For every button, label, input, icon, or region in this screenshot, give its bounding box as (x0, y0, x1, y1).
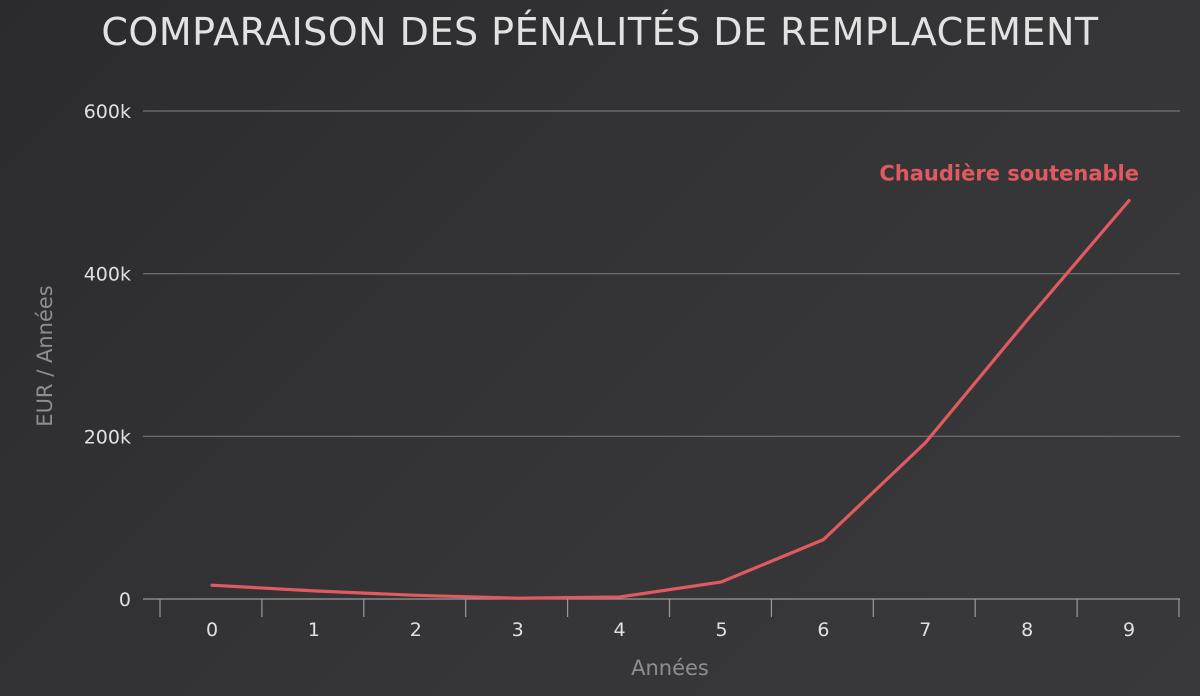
y-axis-title: EUR / Années (33, 285, 57, 426)
x-axis-title: Années (631, 656, 709, 680)
y-tick-label: 600k (84, 101, 131, 123)
series-layer: Chaudière soutenable (210, 161, 1139, 600)
data-point (210, 583, 214, 587)
x-tick-label: 2 (410, 619, 422, 641)
data-point (414, 593, 418, 597)
data-point (1025, 318, 1029, 322)
y-tick-label: 0 (119, 589, 131, 611)
data-point (312, 589, 316, 593)
series-line (210, 198, 1131, 600)
data-point (720, 580, 724, 584)
x-tick-label: 7 (919, 619, 931, 641)
series-label: Chaudière soutenable (879, 161, 1139, 185)
x-tick-label: 6 (817, 619, 829, 641)
data-point (923, 441, 927, 445)
x-tick-label: 4 (614, 619, 626, 641)
chart-title: COMPARAISON DES PÉNALITÉS DE REMPLACEMEN… (101, 10, 1099, 54)
y-tick-label: 200k (84, 426, 131, 448)
x-tick-label: 8 (1021, 619, 1033, 641)
data-point (1127, 198, 1131, 202)
x-tick-label: 0 (206, 619, 218, 641)
data-point (516, 596, 520, 600)
x-tick-label: 3 (512, 619, 524, 641)
grid-lines (143, 110, 1180, 437)
axes: 0 200k 400k 600k 0 1 2 3 4 5 6 7 8 9 (84, 101, 1180, 641)
y-tick-label: 400k (84, 264, 131, 286)
x-tick-label: 5 (715, 619, 727, 641)
data-point (618, 595, 622, 599)
x-tick-label: 1 (308, 619, 320, 641)
data-point (821, 538, 825, 542)
x-tick-label: 9 (1123, 619, 1135, 641)
